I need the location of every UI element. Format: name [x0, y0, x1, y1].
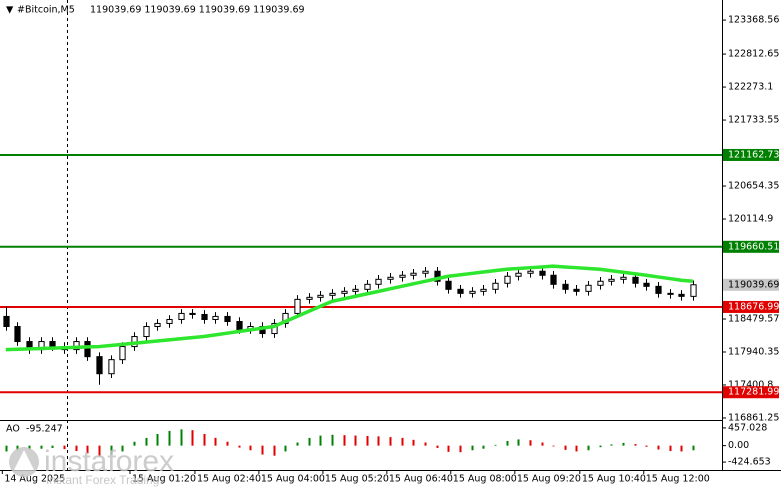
- y-tick-label: 122812.65: [728, 49, 779, 60]
- candle-body: [480, 288, 487, 292]
- y-tick-label: 117940.35: [728, 346, 779, 357]
- candle-body: [492, 282, 499, 290]
- y-tick-label: 116861.25: [728, 412, 779, 423]
- title-arrow: ▼: [6, 5, 14, 16]
- candle-body: [317, 294, 324, 298]
- x-tick-label: 15 Aug 02:40: [197, 474, 261, 485]
- candle-body: [119, 346, 126, 361]
- candle-body: [166, 318, 173, 324]
- candle-body: [364, 283, 371, 290]
- candle-body: [597, 280, 604, 286]
- candle-body: [620, 276, 627, 280]
- candle-body: [375, 278, 382, 285]
- candle-body: [457, 288, 464, 294]
- candle-body: [573, 288, 580, 292]
- indicator-tick-label: 0.00: [728, 440, 749, 451]
- y-tick-label: 122273.1: [728, 82, 773, 93]
- watermark-tagline: Instant Forex Trading: [46, 473, 159, 487]
- last-price-label: 119039.69: [728, 279, 779, 290]
- x-tick-label: 15 Aug 01:20: [132, 474, 196, 485]
- candle-body: [539, 270, 546, 276]
- level-label: 118676.99: [728, 301, 779, 312]
- indicator-tick-label: -424.653: [728, 457, 771, 468]
- watermark: instaforex Instant Forex Trading: [9, 445, 174, 487]
- y-tick-label: 117400.8: [728, 379, 773, 390]
- candle-body: [643, 282, 650, 287]
- candle-body: [422, 270, 429, 274]
- candle-body: [527, 270, 534, 274]
- x-tick-label: 15 Aug 04:00: [261, 474, 325, 485]
- candle-body: [410, 272, 417, 276]
- watermark-brand: instaforex: [44, 445, 174, 478]
- candle-body: [189, 312, 196, 315]
- x-tick-label: 15 Aug 05:20: [325, 474, 389, 485]
- candle-body: [154, 322, 161, 328]
- candle-body: [504, 275, 511, 284]
- level-label: 117281.99: [728, 387, 779, 398]
- candle-body: [96, 356, 103, 375]
- x-tick-label: 14 Aug 2025: [4, 474, 65, 485]
- candle-body: [329, 292, 336, 296]
- y-tick-label: 120114.9: [728, 214, 773, 225]
- candle-body: [84, 341, 91, 358]
- y-tick-label: 118479.57: [728, 314, 779, 325]
- candle-body: [341, 290, 348, 294]
- candle-body: [352, 288, 359, 292]
- last-price-box: [723, 278, 779, 291]
- candle-body: [108, 359, 115, 375]
- indicator-title: AO: [6, 424, 20, 435]
- candle-body: [399, 274, 406, 278]
- chart-title: #Bitcoin,M5: [17, 5, 75, 16]
- indicator-value: -95.247: [26, 424, 63, 435]
- candle-body: [445, 280, 452, 290]
- level-label: 121162.73: [728, 149, 779, 160]
- candle-body: [562, 283, 569, 290]
- header-values: 119039.69 119039.69 119039.69 119039.69: [90, 5, 305, 16]
- candle-body: [14, 326, 21, 343]
- plot-area: 123368.56 122812.65 122273.1 121733.55 12065…: [0, 15, 779, 485]
- logo-mark: [14, 450, 34, 470]
- candle-body: [667, 292, 674, 295]
- candle-body: [3, 315, 10, 328]
- level-label-box: [723, 240, 779, 253]
- candle-body: [632, 276, 639, 284]
- candle-body: [212, 315, 219, 320]
- x-tick-label: 15 Aug 08:00: [453, 474, 517, 485]
- candle-body: [49, 341, 56, 348]
- x-tick-label: 15 Aug 09:20: [517, 474, 581, 485]
- candle-body: [306, 296, 313, 300]
- y-tick-label: 120654.35: [728, 181, 779, 192]
- candle-body: [585, 284, 592, 292]
- level-label: 119660.51: [728, 241, 779, 252]
- moving-average: [5, 264, 694, 352]
- candle-body: [608, 278, 615, 282]
- level-label-box: [723, 300, 779, 313]
- candle-body: [690, 284, 697, 297]
- level-label-box: [723, 386, 779, 399]
- candle-body: [678, 293, 685, 297]
- candle-body: [469, 290, 476, 294]
- x-tick-label: 15 Aug 10:40: [582, 474, 646, 485]
- candle-body: [655, 285, 662, 294]
- candle-body: [515, 272, 522, 277]
- y-tick-label: 123368.56: [728, 15, 779, 26]
- candle-body: [550, 274, 557, 285]
- candle-body: [143, 326, 150, 338]
- indicator-tick-label: 457.028: [728, 422, 767, 433]
- candle-body: [236, 320, 243, 331]
- level-label-box: [723, 148, 779, 161]
- candle-body: [224, 315, 231, 322]
- candle-body: [294, 298, 301, 314]
- candle-body: [178, 312, 185, 320]
- y-tick-label: 121733.55: [728, 115, 779, 126]
- x-tick-label: 15 Aug 12:00: [646, 474, 710, 485]
- candle-body: [387, 276, 394, 280]
- x-tick-label: 15 Aug 06:40: [389, 474, 453, 485]
- candle-body: [201, 313, 208, 320]
